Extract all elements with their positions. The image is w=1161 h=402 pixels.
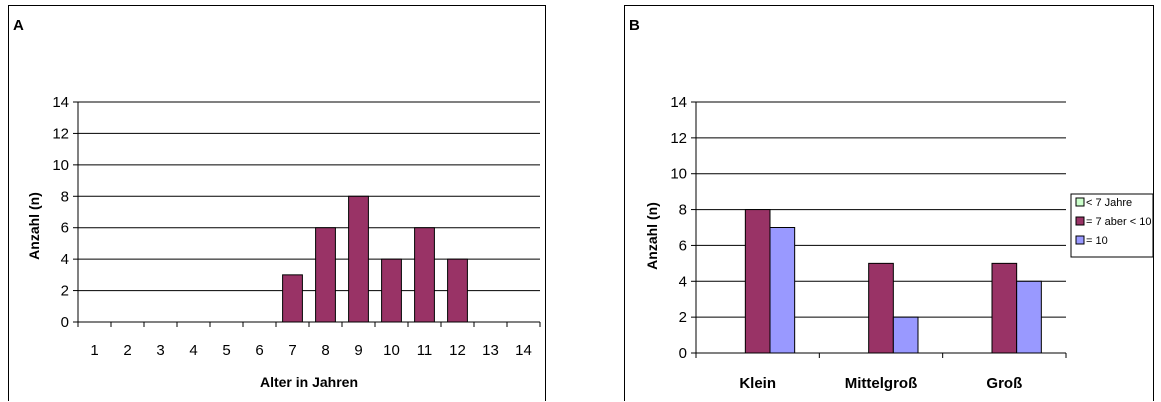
- x-tick-label: Mittelgroß: [845, 375, 918, 392]
- bar-s2-1: [892, 316, 919, 354]
- chart-b-svg: 0 2 4 6 8 10 12 14 Klein Mittelgroß Groß Anzahl (n…: [644, 94, 1154, 392]
- chart-a-bars: [282, 195, 468, 323]
- bar-s1-0: [744, 209, 771, 354]
- x-tick-label: 12: [449, 342, 466, 359]
- y-tick-label: 6: [679, 237, 687, 254]
- y-tick-label: 8: [61, 188, 69, 205]
- legend-swatch-2: [1075, 235, 1085, 245]
- bar-s2-0: [769, 227, 796, 354]
- bar-11: [447, 258, 468, 323]
- bar-s2-2: [1016, 280, 1042, 354]
- y-tick-label: 0: [61, 314, 69, 331]
- x-tick-label: 5: [222, 342, 230, 359]
- y-tick-label: 0: [679, 345, 687, 362]
- legend-swatch-0: [1075, 197, 1085, 207]
- y-tick-label: 10: [670, 166, 687, 183]
- y-tick-label: 4: [679, 273, 687, 290]
- legend-label-1: = 7 aber < 10: [1086, 216, 1151, 228]
- x-tick-label: 2: [123, 342, 131, 359]
- y-tick-label: 14: [52, 94, 69, 111]
- y-tick-label: 14: [670, 94, 687, 111]
- panel-label-a: A: [13, 17, 24, 34]
- y-tick-label: 2: [679, 309, 687, 326]
- bar-10: [414, 227, 435, 323]
- bar-9: [381, 258, 402, 323]
- bar-7: [315, 227, 336, 323]
- chart-a-gridlines: [78, 101, 540, 292]
- chart-b-tick-labels: 0 2 4 6 8 10 12 14 Klein Mittelgroß Groß: [670, 94, 1022, 392]
- x-tick-label: 1: [90, 342, 98, 359]
- chart-b-bars: [744, 209, 1042, 354]
- legend-swatch-1: [1075, 216, 1085, 226]
- x-tick-label: 13: [482, 342, 499, 359]
- x-tick-label: Groß: [986, 375, 1022, 392]
- x-tick-label: 9: [354, 342, 362, 359]
- x-tick-label: 11: [417, 342, 433, 359]
- chart-a-xlabel: Alter in Jahren: [260, 374, 358, 390]
- x-tick-label: 8: [321, 342, 329, 359]
- y-tick-label: 6: [61, 220, 69, 237]
- y-tick-label: 2: [61, 283, 69, 300]
- x-tick-label: 10: [383, 342, 400, 359]
- chart-panel-b: B 0 2 4 6 8 10 12 14 Klein Mittelgroß Groß Anzahl …: [624, 5, 1154, 401]
- x-tick-label: 6: [255, 342, 263, 359]
- chart-b-legend: < 7 Jahre = 7 aber < 10 = 10: [1070, 193, 1154, 258]
- bar-s1-2: [991, 262, 1018, 354]
- y-tick-label: 4: [61, 251, 69, 268]
- x-tick-label: 4: [189, 342, 197, 359]
- y-tick-label: 10: [52, 157, 69, 174]
- x-tick-label: 7: [288, 342, 296, 359]
- bar-6: [282, 274, 303, 323]
- chart-panel-a: A 0 2 4 6 8 10 12 14 1 2 3 4 5 6 7 8 9 10 11 12 13 14 Anzahl …: [8, 5, 546, 401]
- chart-a-ylabel: Anzahl (n): [26, 192, 42, 260]
- bar-8: [348, 195, 369, 323]
- legend-label-0: < 7 Jahre: [1086, 197, 1132, 209]
- chart-b-ylabel: Anzahl (n): [644, 202, 660, 270]
- x-tick-label: 3: [156, 342, 164, 359]
- bar-s1-1: [868, 262, 894, 354]
- chart-b-axes: [691, 101, 1067, 358]
- panel-label-b: B: [629, 17, 640, 34]
- x-tick-label: 14: [515, 342, 532, 359]
- x-tick-label: Klein: [739, 375, 776, 392]
- y-tick-label: 12: [52, 125, 69, 142]
- chart-a-axes: [73, 101, 541, 327]
- y-tick-label: 12: [670, 130, 687, 147]
- legend-box: [1070, 193, 1154, 258]
- legend-label-2: = 10: [1086, 235, 1108, 247]
- y-tick-label: 8: [679, 202, 687, 219]
